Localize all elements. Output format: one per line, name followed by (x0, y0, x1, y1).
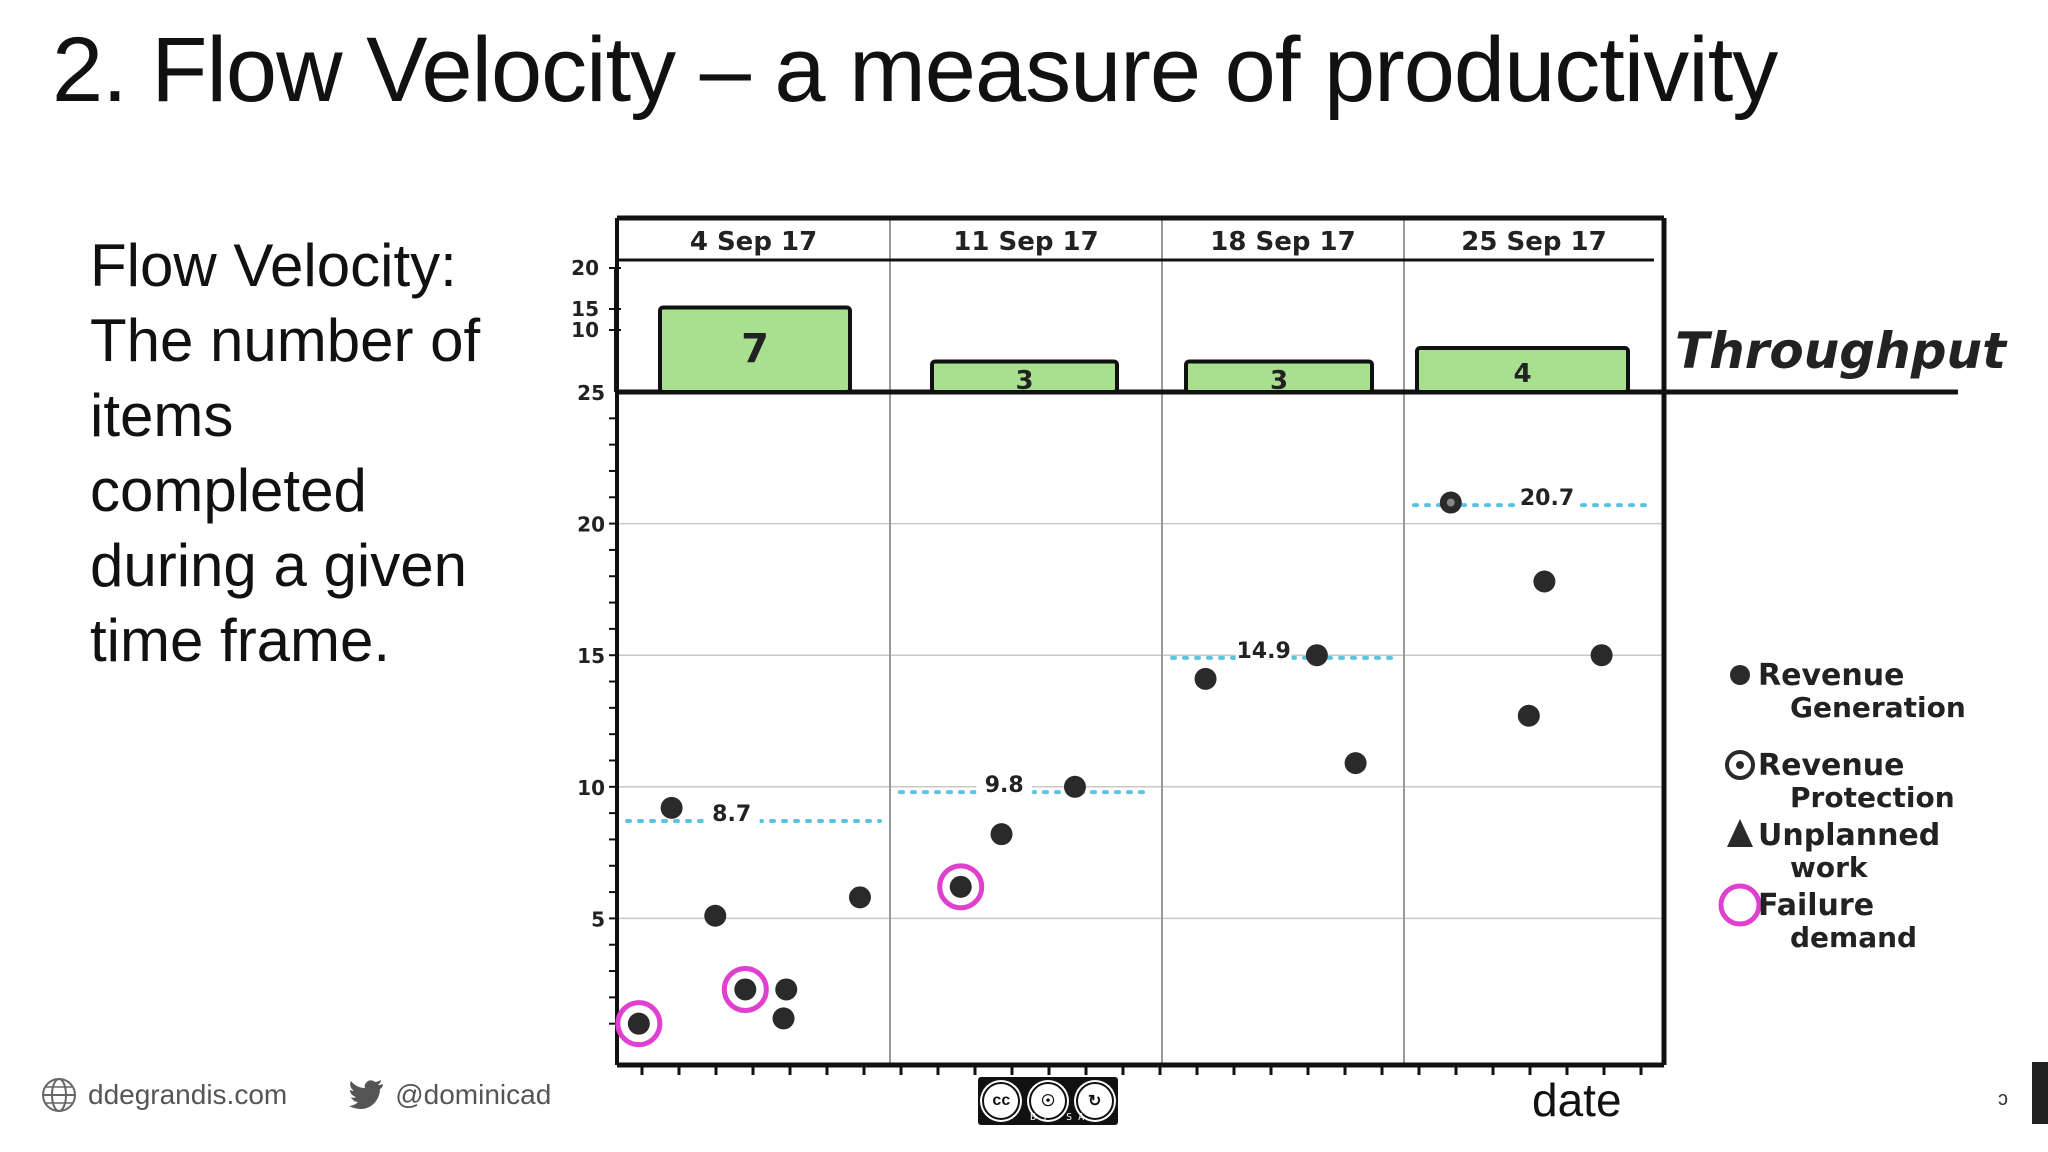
throughput-tick-label: 20 (571, 256, 599, 280)
week-label: 25 Sep 17 (1461, 227, 1606, 257)
revenue-generation-point (1590, 644, 1613, 667)
throughput-bar-label: 7 (741, 326, 769, 372)
grid-layer (617, 218, 1664, 1065)
average-label: 20.7 (1520, 486, 1574, 511)
throughput-tick-label: 15 (571, 297, 599, 321)
throughput-bar (1184, 359, 1374, 394)
license-labels: BY SA (1030, 1112, 1090, 1123)
revenue-generation-point (1344, 752, 1367, 775)
revenue-generation-point (704, 904, 727, 927)
legend-label: Failure (1758, 888, 1874, 923)
legend-revenue-generation-icon (1730, 665, 1750, 685)
revenue-generation-point (734, 978, 757, 1001)
definition-text: Flow Velocity: The number of items compl… (90, 228, 550, 678)
cc-license-badge[interactable]: cc ☉ ↻ BY SA (978, 1077, 1118, 1125)
footer: ddegrandis.com @dominicad (40, 1076, 551, 1114)
by-icon: ☉ (1028, 1082, 1067, 1120)
definition-line: Flow Velocity: (90, 232, 457, 299)
chart-frame: 5 10 15 20 25 4 Sep 17 11 Sep 17 18 Sep 17 25 Se… (577, 215, 1958, 1075)
revenue-generation-point (660, 796, 683, 819)
revenue-generation-point (848, 886, 871, 909)
globe-icon (42, 1078, 76, 1112)
week-label: 4 Sep 17 (690, 227, 817, 257)
revenue-generation-point (1194, 667, 1217, 690)
chart-legend: RevenueGenerationRevenueProtectionUnplan… (1718, 658, 1966, 954)
revenue-generation-point (1305, 644, 1328, 667)
legend-label: work (1790, 851, 1869, 884)
week-label: 18 Sep 17 (1210, 227, 1355, 257)
slide-title: 2. Flow Velocity – a measure of producti… (52, 19, 1778, 121)
legend-unplanned-work-icon (1727, 819, 1753, 847)
average-label-bg (1235, 637, 1292, 660)
definition-line: items (90, 382, 234, 449)
revenue-generation-point (1063, 775, 1086, 798)
average-label-bg (1519, 485, 1575, 508)
revenue-generation-point (949, 875, 972, 898)
legend-label: demand (1790, 921, 1917, 954)
twitter-icon (349, 1080, 384, 1109)
definition-line: time frame. (90, 607, 391, 674)
week-label: 11 Sep 17 (953, 227, 1098, 257)
cc-icon: cc (982, 1082, 1021, 1120)
revenue-generation-point (775, 978, 798, 1001)
edge-bar (2032, 1062, 2048, 1124)
average-label: 9.8 (985, 773, 1024, 798)
revenue-generation-point (1517, 704, 1540, 727)
revenue-generation-point (772, 1007, 795, 1030)
revenue-generation-point (1533, 570, 1556, 593)
throughput-bar-label: 3 (1015, 366, 1033, 396)
y-tick-label: 10 (577, 776, 605, 800)
average-label-bg (976, 772, 1033, 795)
revenue-generation-point (990, 823, 1013, 846)
legend-failure-demand-icon (1718, 883, 1762, 927)
website-link[interactable]: ddegrandis.com (88, 1079, 288, 1110)
legend-label: Unplanned (1758, 818, 1940, 853)
average-label-bg (703, 801, 760, 824)
average-label: 8.7 (712, 802, 751, 827)
y-tick-label: 20 (577, 513, 605, 537)
throughput-label: Throughput (1675, 322, 2008, 380)
y-tick-label: 15 (577, 644, 605, 668)
y-tick-label: 5 (591, 907, 605, 931)
throughput-bar (1415, 346, 1630, 394)
average-label: 14.9 (1236, 639, 1290, 664)
revenue-generation-point (627, 1012, 650, 1035)
twitter-handle[interactable]: @dominicad (395, 1079, 552, 1110)
average-lines: 8.7 9.8 14.9 20.7 (625, 485, 1656, 827)
sa-icon: ↻ (1075, 1082, 1114, 1120)
data-points (615, 491, 1613, 1048)
throughput-bar-label: 3 (1270, 366, 1288, 396)
legend-label: Revenue (1758, 658, 1904, 693)
throughput-bar (930, 359, 1119, 394)
legend-revenue-protection-icon (1725, 750, 1755, 780)
legend-revenue-protection-dot (1736, 761, 1744, 769)
failure-demand-ring (937, 863, 985, 911)
legend-label: Protection (1790, 781, 1955, 814)
y-tick-label: 25 (577, 381, 605, 405)
throughput-bar-label: 4 (1513, 359, 1531, 389)
throughput-bar (658, 305, 852, 394)
x-axis-label: date (1532, 1074, 1622, 1126)
license-label-sa: SA (1066, 1112, 1091, 1123)
revenue-protection-point-center (1446, 498, 1455, 507)
legend-label: Revenue (1758, 748, 1904, 783)
definition-line: The number of (90, 307, 481, 374)
legend-label: Generation (1790, 691, 1966, 724)
failure-demand-ring (721, 965, 769, 1013)
definition-line: completed (90, 457, 367, 524)
edge-mark: ↄ (1998, 1088, 2008, 1110)
license-label-by: BY (1030, 1112, 1055, 1123)
failure-demand-ring (615, 1000, 663, 1048)
definition-line: during a given (90, 532, 467, 599)
throughput-tick-label: 10 (571, 318, 599, 342)
